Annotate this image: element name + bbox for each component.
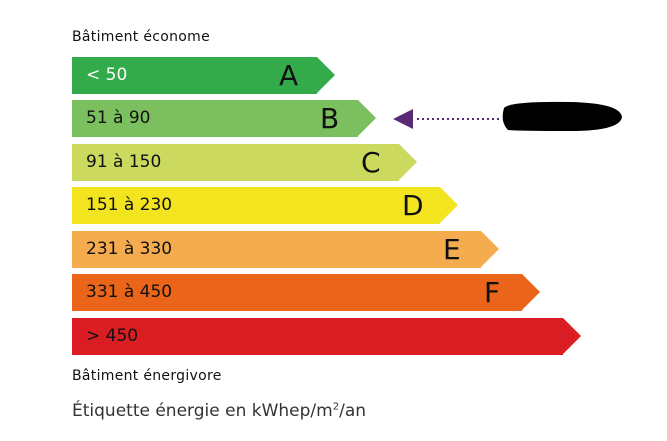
rating-indicator xyxy=(393,101,622,131)
class-letter: D xyxy=(402,189,424,222)
bar-tip xyxy=(522,274,540,310)
top-caption: Bâtiment économe xyxy=(72,29,210,45)
energy-class-c: 91 à 150 C xyxy=(72,144,602,181)
range-label: 51 à 90 xyxy=(86,108,151,128)
arrow-left-icon xyxy=(393,109,413,129)
bar-body xyxy=(72,100,358,137)
bar-tip xyxy=(358,100,376,136)
energy-class-g: > 450 xyxy=(72,318,602,355)
unit-sup: 2 xyxy=(332,401,340,413)
unit-text: Étiquette énergie en kWhep/m xyxy=(72,401,333,421)
unit-suffix: /an xyxy=(339,401,367,421)
energy-class-f: 331 à 450 F xyxy=(72,274,602,311)
bar-body xyxy=(72,231,481,268)
redacted-value xyxy=(502,101,622,131)
range-label: 151 à 230 xyxy=(86,195,173,215)
bar-tip xyxy=(440,187,458,223)
class-letter: A xyxy=(279,59,299,92)
bar-tip xyxy=(563,318,581,354)
range-label: > 450 xyxy=(86,326,139,346)
energy-class-d: 151 à 230 D xyxy=(72,187,602,224)
range-label: 91 à 150 xyxy=(86,152,162,172)
bar-body xyxy=(72,318,563,355)
class-letter: C xyxy=(361,146,381,179)
bar-body xyxy=(72,187,440,224)
class-letter: E xyxy=(443,233,461,266)
bar-body xyxy=(72,57,317,94)
range-label: 231 à 330 xyxy=(86,239,173,259)
bar-tip xyxy=(481,231,499,267)
bar-tip xyxy=(399,144,417,180)
bar-tip xyxy=(317,57,335,93)
energy-class-b: 51 à 90 B xyxy=(72,100,602,137)
energy-class-a: < 50 A xyxy=(72,57,602,94)
bar-body xyxy=(72,144,399,181)
range-label: < 50 xyxy=(86,65,128,85)
bar-body xyxy=(72,274,522,311)
class-letter: B xyxy=(320,102,340,135)
energy-class-e: 231 à 330 E xyxy=(72,231,602,268)
class-letter: F xyxy=(484,276,501,309)
bottom-caption: Bâtiment énergivore xyxy=(72,368,222,384)
unit-label: Étiquette énergie en kWhep/m2/an xyxy=(72,401,366,421)
range-label: 331 à 450 xyxy=(86,282,173,302)
